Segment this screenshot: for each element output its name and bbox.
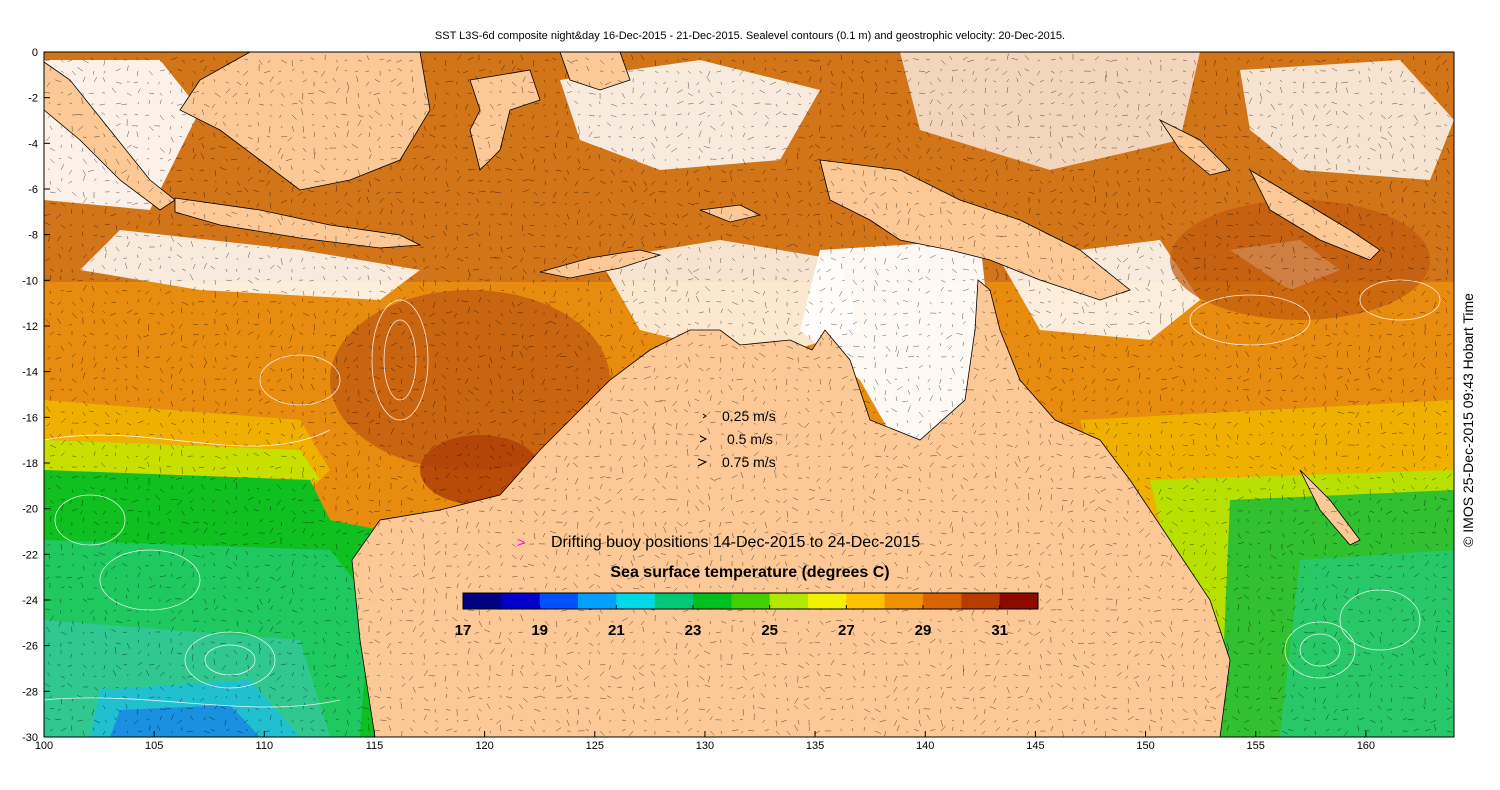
imos-credit: © IMOS 25-Dec-2015 09:43 Hobart Time <box>1460 293 1476 547</box>
x-tick-label: 115 <box>366 740 384 752</box>
velocity-arrow-05 <box>699 435 708 443</box>
y-tick-label: -12 <box>22 321 38 333</box>
sealevel-contours <box>44 279 1441 708</box>
colorbar-swatch <box>999 593 1039 609</box>
velocity-label-075: 0.75 m/s <box>722 454 776 470</box>
y-tick-label: -20 <box>22 504 38 516</box>
x-tick-label: 105 <box>145 740 163 752</box>
velocity-legend: 0.25 m/s 0.5 m/s 0.75 m/s <box>697 408 776 470</box>
map-title: SST L3S-6d composite night&day 16-Dec-20… <box>434 30 1066 42</box>
colorbar-swatch <box>731 593 771 609</box>
velocity-legend-item: 0.75 m/s <box>697 454 776 470</box>
colorbar-tick-label: 27 <box>838 622 855 639</box>
x-tick-label: 130 <box>696 740 714 752</box>
land-solomons <box>1249 168 1381 261</box>
velocity-legend-item: 0.5 m/s <box>699 431 773 447</box>
y-tick-label: -30 <box>22 732 38 744</box>
colorbar-tick-label: 29 <box>915 622 932 639</box>
colorbar-title: Sea surface temperature (degrees C) <box>610 564 889 581</box>
x-tick-label: 145 <box>1026 740 1044 752</box>
x-tick-label: 155 <box>1247 740 1265 752</box>
x-tick-label: 125 <box>586 740 604 752</box>
colorbar-swatch <box>463 593 502 609</box>
land-island-b <box>1158 118 1231 176</box>
velocity-vector-field <box>44 53 1453 737</box>
y-tick-label: -28 <box>22 686 38 698</box>
colorbar-tick-label: 17 <box>455 622 472 639</box>
colorbar-swatch <box>846 593 886 609</box>
y-tick-label: -2 <box>28 93 38 105</box>
velocity-arrow-075 <box>697 458 708 467</box>
y-tick-label: -18 <box>22 458 38 470</box>
colorbar-swatch <box>539 593 579 609</box>
buoy-legend: > Drifting buoy positions 14-Dec-2015 to… <box>517 534 920 551</box>
colorbar-tick-label: 31 <box>991 622 1008 639</box>
y-tick-label: -16 <box>22 412 38 424</box>
colorbar: Sea surface temperature (degrees C) 17 19… <box>455 564 1039 639</box>
y-tick-label: -14 <box>22 367 38 379</box>
colorbar-swatch <box>693 593 732 609</box>
land-philippines-mindanao <box>559 52 631 91</box>
land-island-a <box>699 204 762 223</box>
x-tick-label: 140 <box>916 740 934 752</box>
x-tick-label: 160 <box>1357 740 1375 752</box>
y-tick-label: -8 <box>28 230 38 242</box>
y-axis: 0 -2 -4 -6 -8 -10 -12 -14 -16 -18 -20 -22 -24 -26 -28 -… <box>22 47 50 744</box>
colorbar-swatch <box>654 593 694 609</box>
land-masses <box>44 52 1381 737</box>
x-axis: 100 105 110 115 120 125 130 135 140 145 150 155 160 <box>35 731 1375 752</box>
y-tick-label: -10 <box>22 275 38 287</box>
x-tick-label: 100 <box>35 740 53 752</box>
colorbar-swatch <box>501 593 541 609</box>
colorbar-swatch <box>808 593 847 609</box>
velocity-label-025: 0.25 m/s <box>722 408 776 424</box>
land-new-guinea <box>819 159 1131 301</box>
colorbar-swatch <box>884 593 924 609</box>
x-tick-label: 135 <box>806 740 824 752</box>
colorbar-swatch <box>961 593 1001 609</box>
y-tick-label: 0 <box>32 47 38 59</box>
map-frame <box>43 51 1455 738</box>
colorbar-tick-label: 23 <box>685 622 702 639</box>
velocity-arrow-025 <box>702 413 707 419</box>
colorbar-tick-label: 21 <box>608 622 625 639</box>
y-tick-label: -26 <box>22 641 38 653</box>
land-sulawesi <box>469 69 541 171</box>
x-tick-label: 120 <box>475 740 493 752</box>
x-tick-label: 150 <box>1136 740 1154 752</box>
velocity-label-05: 0.5 m/s <box>727 431 773 447</box>
colorbar-tick-label: 25 <box>761 622 778 639</box>
land-sumatra <box>44 61 176 211</box>
colorbar-swatch <box>578 593 617 609</box>
buoy-symbol: > <box>517 534 525 550</box>
land-australia <box>351 279 1231 737</box>
velocity-legend-item: 0.25 m/s <box>702 408 776 424</box>
colorbar-swatches <box>463 593 1039 609</box>
colorbar-swatch <box>616 593 656 609</box>
y-tick-label: -4 <box>28 138 38 150</box>
y-tick-label: -24 <box>22 595 38 607</box>
colorbar-ticks: 17 19 21 23 25 27 29 31 <box>455 605 1008 639</box>
x-tick-label: 110 <box>256 740 274 752</box>
colorbar-tick-label: 19 <box>531 622 548 639</box>
y-tick-label: -6 <box>28 184 38 196</box>
colorbar-swatch <box>923 593 962 609</box>
geostrophic-velocity-vectors <box>44 53 1453 737</box>
land-java <box>174 197 422 249</box>
buoy-legend-text: Drifting buoy positions 14-Dec-2015 to 2… <box>551 534 920 551</box>
y-tick-label: -22 <box>22 549 38 561</box>
land-timor <box>539 249 662 279</box>
colorbar-frame <box>462 592 1039 610</box>
colorbar-swatch <box>769 593 809 609</box>
land-borneo <box>179 52 431 191</box>
